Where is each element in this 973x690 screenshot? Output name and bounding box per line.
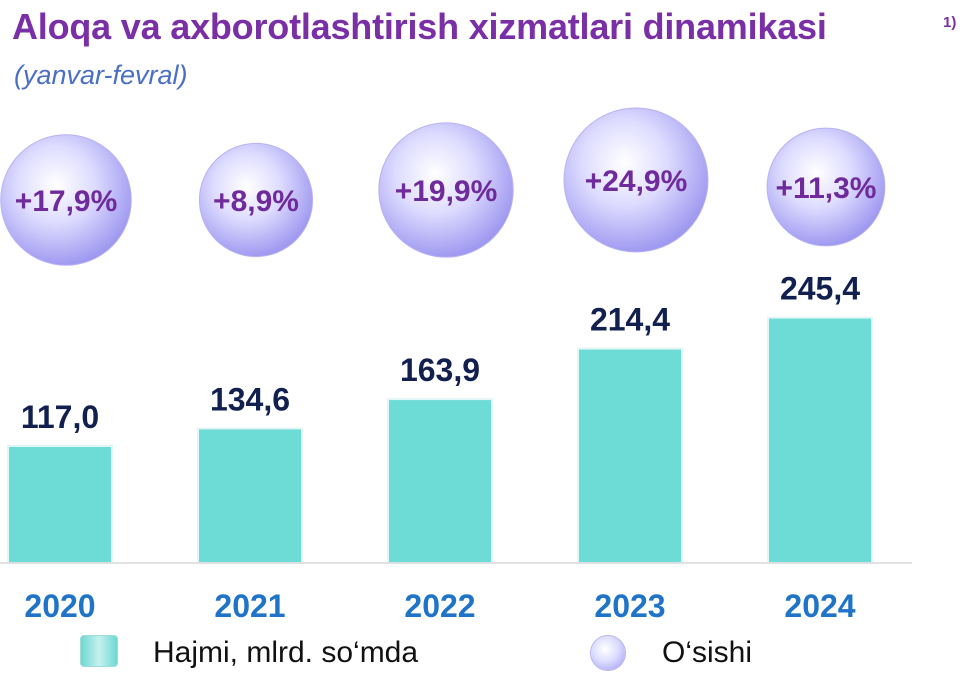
chart-subtitle: (yanvar-fevral) [14,60,188,90]
growth-label-2024: +11,3% [776,172,877,205]
growth-bubble-2024 [766,127,886,247]
growth-label-2022: +19,9% [395,175,498,208]
x-axis-tick-labels: 2020 2021 2022 2023 2024 [24,588,855,624]
bar-2023 [577,347,683,564]
chart-title: Aloqa va axborotlashtirish xizmatlari di… [12,6,827,47]
legend-volume-swatch [80,635,118,667]
x-tick-label-2024: 2024 [784,588,855,624]
x-tick-label-2022: 2022 [404,588,475,624]
growth-bubble-2020 [0,134,132,266]
legend-growth-label: O‘sishi [662,636,753,669]
growth-label-2020: +17,9% [15,185,118,218]
growth-bubble-2021 [198,142,314,258]
bar-value-label-2023: 214,4 [590,302,670,338]
bar-value-label-2024: 245,4 [780,271,860,307]
legend-growth-swatch [591,636,625,670]
bar-2020 [7,445,113,564]
title-footnote-marker: 1) [943,14,957,31]
growth-bubble-2023 [563,107,709,253]
x-tick-label-2023: 2023 [594,588,665,624]
bar-value-label-2022: 163,9 [400,352,480,388]
growth-label-2023: +24,9% [585,165,688,198]
bar-2024 [767,316,873,564]
growth-label-2021: +8,9% [213,185,299,218]
volume-bars: 117,0 134,6 163,9 214,4 245,4 [7,271,873,564]
bar-2021 [197,427,303,564]
legend-volume-label: Hajmi, mlrd. so‘mda [153,636,419,669]
x-tick-label-2021: 2021 [214,588,285,624]
bar-value-label-2021: 134,6 [210,381,290,417]
growth-bubble-2022 [378,122,514,258]
bar-2022 [387,398,493,564]
x-tick-label-2020: 2020 [24,588,95,624]
bar-value-label-2020: 117,0 [21,399,99,435]
growth-bubbles: +17,9% +8,9% +19,9% +24,9% +11,3% [0,107,886,266]
